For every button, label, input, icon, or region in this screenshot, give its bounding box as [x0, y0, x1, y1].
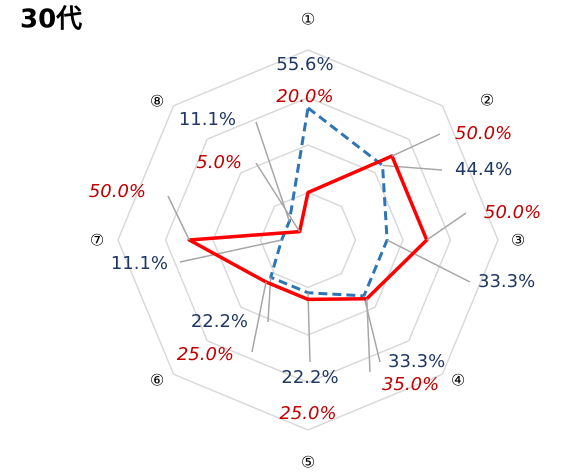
data-label: 22.2% — [191, 311, 248, 332]
category-label: ⑥ — [150, 371, 164, 390]
data-label: 5.0% — [196, 152, 242, 173]
leader-line — [366, 298, 371, 373]
data-label: 25.0% — [279, 403, 336, 424]
leader-line — [255, 162, 301, 233]
data-label: 33.3% — [478, 271, 535, 292]
data-label: 11.1% — [111, 253, 168, 274]
data-label: 22.2% — [281, 367, 338, 388]
data-label: 25.0% — [177, 344, 234, 365]
data-label: 35.0% — [382, 374, 439, 395]
category-label: ② — [480, 91, 494, 110]
data-label: 33.3% — [388, 351, 445, 372]
data-label: 11.1% — [179, 109, 236, 130]
leader-line — [382, 164, 443, 171]
data-label: 44.4% — [455, 159, 512, 180]
category-label: ④ — [451, 371, 465, 390]
data-label: 50.0% — [484, 202, 541, 223]
leader-line — [167, 195, 190, 241]
leader-line — [363, 295, 381, 363]
leader-line — [251, 281, 267, 353]
category-label: ⑦ — [90, 231, 104, 250]
leader-line — [255, 121, 291, 222]
series-line — [187, 154, 429, 302]
leader-line — [179, 239, 282, 263]
data-label: 20.0% — [276, 86, 333, 107]
category-label: ③ — [511, 231, 525, 250]
leader-line — [426, 212, 467, 241]
leader-line — [391, 133, 441, 157]
chart-title: 30代 — [20, 5, 82, 35]
grid-ring — [117, 49, 499, 431]
leader-line — [386, 239, 471, 283]
grid-ring — [212, 144, 404, 336]
leader-line — [307, 292, 311, 363]
category-label: ⑧ — [150, 92, 164, 111]
data-label: 50.0% — [89, 181, 146, 202]
category-label: ① — [301, 10, 315, 29]
category-label: ⑤ — [301, 453, 315, 472]
grid-ring — [259, 191, 357, 289]
data-label: 55.6% — [276, 54, 333, 75]
grid-ring — [164, 96, 452, 384]
data-label: 50.0% — [455, 123, 512, 144]
